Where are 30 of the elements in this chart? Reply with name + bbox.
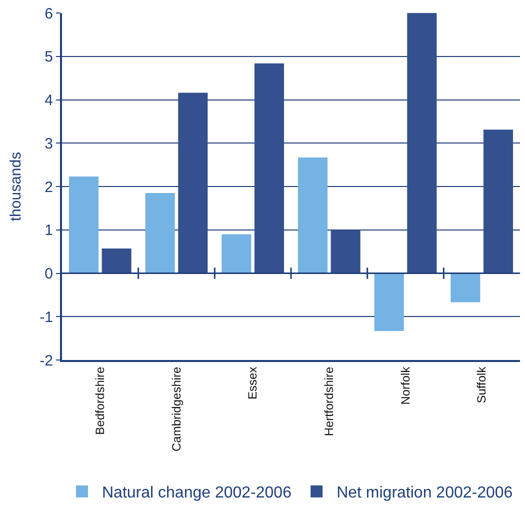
bar [178,92,208,274]
x-tick-label: Essex [246,366,260,400]
y-tick-label: 3 [44,135,53,152]
y-tick-label: -1 [40,308,53,326]
x-tick-label: Cambridgeshire [169,366,184,452]
y-tick-label: 4 [44,92,53,109]
bar [483,130,514,274]
bar [68,176,99,274]
bar [330,230,360,274]
legend-label: Net migration 2002-2006 [336,484,513,502]
y-tick-label: 2 [44,178,53,196]
y-tick-label: 1 [44,222,53,240]
y-tick-label: 6 [44,5,53,22]
x-tick-label: Bedfordshire [93,366,108,435]
legend-label: Natural change 2002-2006 [102,484,292,502]
y-tick-label: 5 [44,48,53,66]
bar [450,273,480,302]
y-tick-label: 0 [44,266,53,282]
x-tick-label: Suffolk [474,366,489,404]
bar [374,273,404,331]
bar [102,248,132,274]
bar [145,193,175,274]
x-tick-label: Norfolk [398,366,412,405]
bar [222,234,252,274]
bar [298,157,328,274]
bar [254,63,284,274]
y-tick-label: -2 [40,352,53,370]
y-axis-title: thousands [7,152,24,222]
bar [407,13,437,274]
x-tick-label: Hertfordshire [322,366,336,436]
